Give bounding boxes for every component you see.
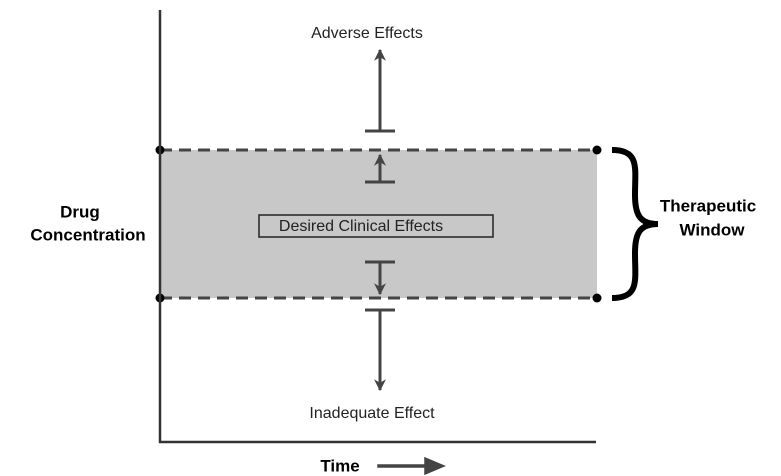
arrows: [365, 48, 395, 392]
brace: [611, 147, 659, 301]
window-label: Therapeutic: [660, 196, 756, 215]
below-label: Inadequate Effect: [309, 405, 435, 422]
y-axis-label: Drug: [60, 202, 100, 221]
dot: [592, 145, 602, 155]
window-label: Window: [680, 220, 746, 239]
y-axis-label: Concentration: [30, 225, 145, 244]
center-box: [258, 214, 494, 238]
above-label: Adverse Effects: [311, 25, 423, 42]
center-label: Desired Clinical Effects: [279, 218, 443, 235]
dot: [592, 293, 602, 303]
time-arrow: [377, 456, 446, 476]
x-axis-label: Time: [320, 456, 359, 475]
